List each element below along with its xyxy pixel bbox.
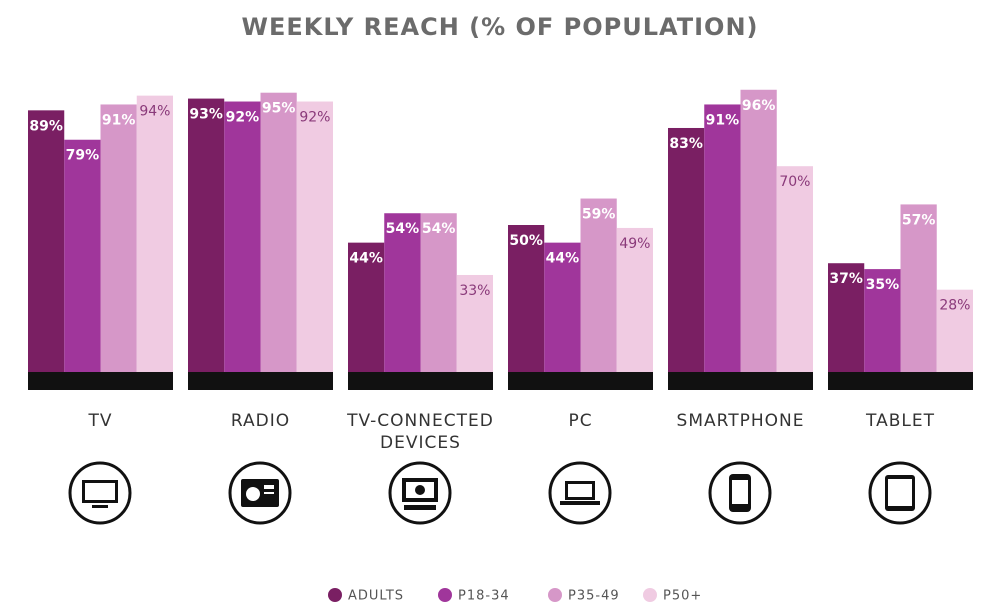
bar	[188, 98, 225, 372]
bar	[544, 242, 581, 372]
bar	[260, 92, 297, 372]
bar	[828, 263, 865, 372]
baseline-bar	[188, 372, 333, 390]
value-label: 35%	[866, 277, 900, 293]
bar	[936, 289, 973, 372]
value-label: 44%	[546, 251, 580, 267]
value-label: 54%	[386, 221, 420, 237]
legend-swatch	[548, 588, 562, 602]
bar	[740, 89, 777, 372]
category-label: RADIO	[230, 411, 291, 431]
bar	[864, 269, 901, 372]
baseline-bar	[668, 372, 813, 390]
bar	[900, 204, 937, 372]
tv-icon	[68, 461, 132, 525]
value-label: 49%	[619, 236, 650, 252]
value-label: 57%	[902, 212, 936, 228]
value-label: 93%	[189, 107, 223, 123]
value-label: 95%	[262, 101, 296, 117]
legend-swatch	[328, 588, 342, 602]
bar	[64, 139, 101, 372]
value-label: 59%	[582, 207, 616, 223]
value-label: 54%	[422, 221, 456, 237]
category-label: SMARTPHONE	[676, 411, 805, 431]
value-label: 92%	[299, 110, 330, 126]
value-label: 89%	[29, 118, 63, 134]
baseline-bar	[28, 372, 173, 390]
baseline-bar	[348, 372, 493, 390]
category-label: TV	[88, 411, 113, 431]
radio-icon	[228, 461, 292, 525]
value-label: 92%	[226, 110, 260, 126]
legend-label: P18-34	[458, 589, 510, 604]
bar	[136, 95, 173, 372]
value-label: 50%	[509, 233, 543, 249]
legend-swatch	[643, 588, 657, 602]
category-label: TABLET	[866, 411, 935, 431]
value-label: 96%	[742, 98, 776, 114]
legend-label: P50+	[663, 589, 702, 604]
bar	[508, 225, 545, 372]
value-label: 91%	[706, 112, 740, 128]
bar	[100, 104, 137, 373]
value-label: 44%	[349, 251, 383, 267]
bar	[456, 274, 493, 372]
value-label: 28%	[939, 298, 970, 314]
bar	[668, 127, 705, 372]
legend-swatch	[438, 588, 452, 602]
pc-icon	[548, 461, 612, 525]
baseline-bar	[508, 372, 653, 390]
bar	[348, 242, 385, 372]
category-label: TV-CONNECTED DEVICES	[347, 411, 494, 453]
bar	[580, 198, 617, 372]
bar	[384, 213, 421, 372]
value-label: 94%	[139, 104, 170, 120]
value-label: 70%	[779, 174, 810, 190]
value-label: 33%	[459, 283, 490, 299]
icons	[68, 461, 932, 525]
value-label: 37%	[829, 271, 863, 287]
category-label: PC	[568, 411, 593, 431]
bar	[776, 166, 813, 372]
legend-label: ADULTS	[348, 589, 404, 604]
bar	[616, 227, 653, 372]
bar	[420, 213, 457, 372]
bar	[224, 101, 261, 373]
bar	[296, 101, 333, 373]
legend-label: P35-49	[568, 589, 620, 604]
value-label: 79%	[66, 148, 100, 164]
smartphone-icon	[708, 461, 772, 525]
baseline-bar	[828, 372, 973, 390]
bar	[28, 110, 65, 372]
value-label: 91%	[102, 112, 136, 128]
value-label: 83%	[669, 136, 703, 152]
bar	[704, 104, 741, 373]
tv-device-icon	[388, 461, 452, 525]
tablet-icon	[868, 461, 932, 525]
chart-title: WEEKLY REACH (% OF POPULATION)	[241, 13, 758, 41]
